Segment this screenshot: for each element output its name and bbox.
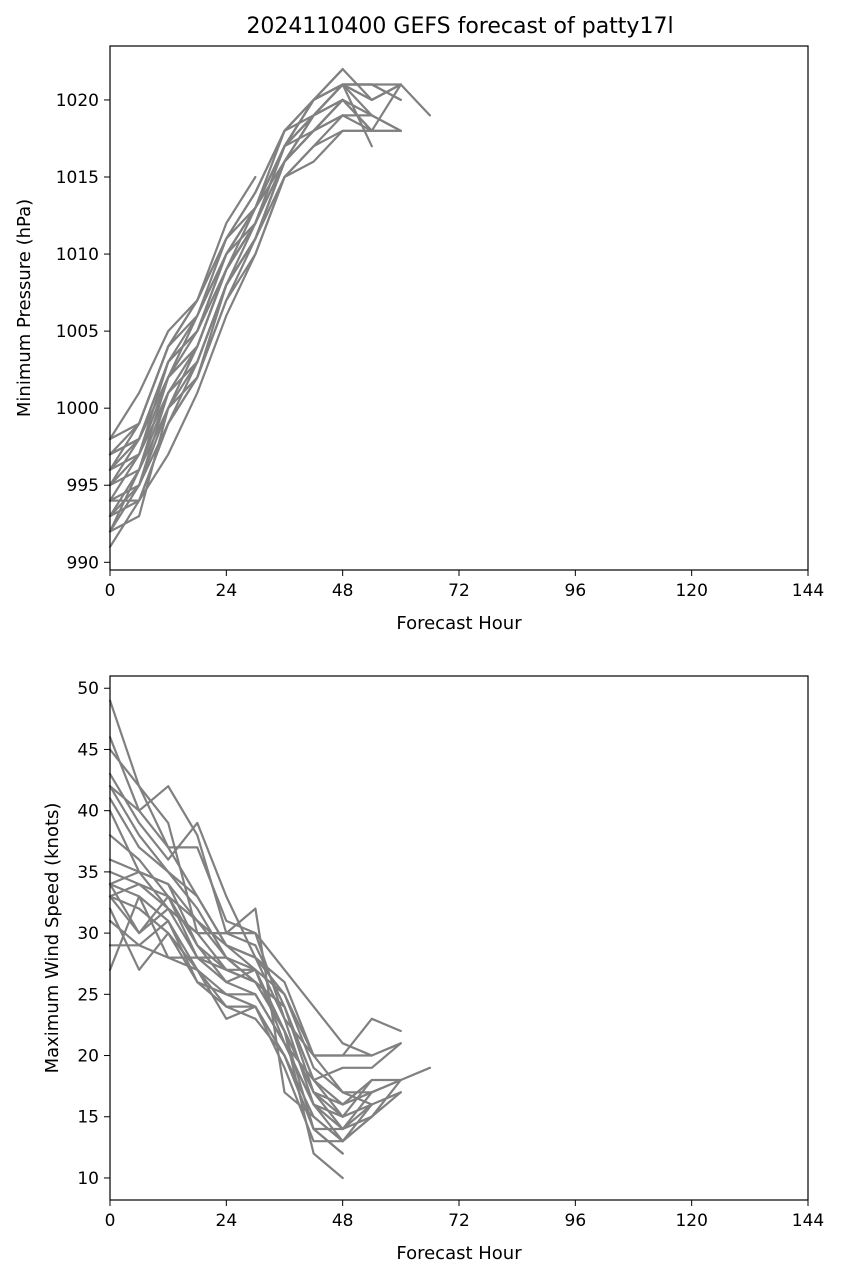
pressure-y-tick-label-2: 1000 xyxy=(56,399,99,419)
wind-y-axis-label: Maximum Wind Speed (knots) xyxy=(42,803,63,1074)
pressure-member-line-7 xyxy=(108,175,257,441)
pressure-y-tick-label-3: 1005 xyxy=(56,322,99,342)
pressure-y-tick-label-1: 995 xyxy=(67,476,99,496)
wind-member-line-20 xyxy=(108,870,402,1094)
wind-x-tick-label-1: 24 xyxy=(216,1211,238,1231)
wind-y-tick-label-4: 30 xyxy=(77,924,99,944)
pressure-member-line-19 xyxy=(108,83,402,471)
wind-y-tick-label-0: 10 xyxy=(77,1169,99,1189)
pressure-member-line-20 xyxy=(108,98,344,518)
wind-y-tick-label-6: 40 xyxy=(77,802,99,822)
pressure-y-axis-label: Minimum Pressure (hPa) xyxy=(14,199,35,417)
pressure-member-line-21 xyxy=(108,83,402,456)
pressure-x-tick-label-2: 48 xyxy=(332,581,354,601)
pressure-y-tick-label-0: 990 xyxy=(67,553,99,573)
pressure-member-line-16 xyxy=(108,67,402,441)
wind-x-axis-label: Forecast Hour xyxy=(396,1243,522,1264)
wind-member-line-19 xyxy=(108,895,373,1118)
wind-member-lines xyxy=(108,699,431,1180)
pressure-x-axis-label: Forecast Hour xyxy=(396,613,522,634)
wind-x-tick-label-2: 48 xyxy=(332,1211,354,1231)
wind-member-line-13 xyxy=(108,882,373,1131)
wind-x-tick-label-5: 120 xyxy=(675,1211,707,1231)
pressure-x-tick-label-1: 24 xyxy=(216,581,238,601)
pressure-member-lines xyxy=(108,67,431,549)
wind-x-tick-label-0: 0 xyxy=(105,1211,116,1231)
pressure-y-tick-label-5: 1015 xyxy=(56,168,99,188)
wind-member-line-21 xyxy=(108,785,373,1143)
pressure-y-tick-label-6: 1020 xyxy=(56,91,99,111)
wind-panel: 0 24 48 72 96 120 144 10 15 20 25 30 35 40 45 50 Forecas… xyxy=(42,675,824,1264)
wind-member-line-16 xyxy=(108,919,373,1131)
pressure-x-tick-label-5: 120 xyxy=(675,581,707,601)
wind-x-tick-label-4: 96 xyxy=(565,1211,587,1231)
wind-y-tick-label-1: 15 xyxy=(77,1108,99,1128)
pressure-x-tick-label-3: 72 xyxy=(448,581,470,601)
wind-member-line-18 xyxy=(108,895,344,1118)
wind-member-line-15 xyxy=(108,907,344,1143)
pressure-y-tick-label-4: 1010 xyxy=(56,245,99,265)
wind-y-tick-label-7: 45 xyxy=(77,740,99,760)
pressure-x-tick-label-4: 96 xyxy=(565,581,587,601)
wind-y-tick-label-5: 35 xyxy=(77,863,99,883)
pressure-panel: 0 24 48 72 96 120 144 990 995 1000 1005 1010 1015 102… xyxy=(14,45,824,634)
pressure-member-line-10 xyxy=(108,114,402,502)
wind-member-line-17 xyxy=(108,944,402,1106)
pressure-x-tick-label-6: 144 xyxy=(792,581,824,601)
pressure-member-line-15 xyxy=(108,129,373,502)
chart-title: 2024110400 GEFS forecast of patty17l xyxy=(246,14,673,39)
wind-x-tick-label-6: 144 xyxy=(792,1211,824,1231)
wind-x-tick-label-3: 72 xyxy=(448,1211,470,1231)
wind-y-tick-label-8: 50 xyxy=(77,679,99,699)
wind-y-tick-label-2: 20 xyxy=(77,1047,99,1067)
pressure-x-tick-label-0: 0 xyxy=(105,581,116,601)
wind-y-tick-label-3: 25 xyxy=(77,985,99,1005)
